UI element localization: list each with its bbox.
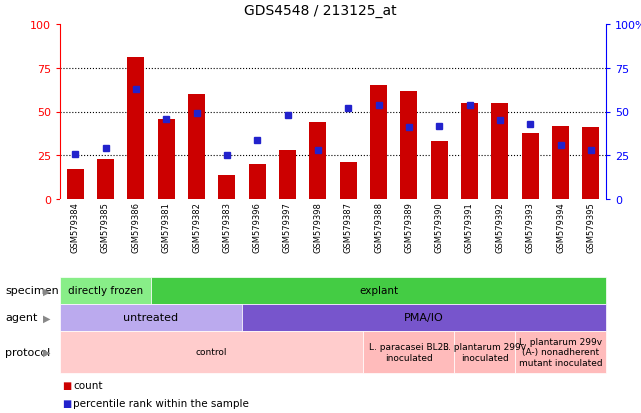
- Text: ▶: ▶: [42, 347, 50, 357]
- Text: explant: explant: [359, 286, 398, 296]
- Bar: [431, 142, 447, 199]
- Bar: [492, 104, 508, 199]
- Text: ▶: ▶: [42, 313, 50, 323]
- Text: GSM579384: GSM579384: [71, 202, 79, 253]
- Text: ■: ■: [62, 380, 71, 390]
- Bar: [67, 170, 83, 199]
- Text: GSM579398: GSM579398: [313, 202, 322, 253]
- Text: GSM579397: GSM579397: [283, 202, 292, 253]
- Text: GSM579392: GSM579392: [495, 202, 504, 252]
- Text: GSM579390: GSM579390: [435, 202, 444, 252]
- Text: GSM579382: GSM579382: [192, 202, 201, 253]
- Text: L. plantarum 299v
inoculated: L. plantarum 299v inoculated: [443, 342, 526, 362]
- Text: ▶: ▶: [42, 286, 50, 296]
- Text: protocol: protocol: [5, 347, 50, 357]
- Bar: [128, 58, 144, 199]
- Text: percentile rank within the sample: percentile rank within the sample: [73, 398, 249, 408]
- Text: specimen: specimen: [5, 286, 59, 296]
- Bar: [97, 159, 114, 199]
- Bar: [158, 119, 174, 199]
- Text: GSM579395: GSM579395: [587, 202, 595, 252]
- Text: L. plantarum 299v
(A-) nonadherent
mutant inoculated: L. plantarum 299v (A-) nonadherent mutan…: [519, 337, 603, 367]
- Text: directly frozen: directly frozen: [68, 286, 143, 296]
- Bar: [522, 133, 538, 199]
- Text: L. paracasei BL23
inoculated: L. paracasei BL23 inoculated: [369, 342, 449, 362]
- Text: GSM579393: GSM579393: [526, 202, 535, 253]
- Bar: [219, 175, 235, 199]
- Bar: [552, 126, 569, 199]
- Bar: [310, 123, 326, 199]
- Bar: [340, 163, 356, 199]
- Bar: [249, 165, 265, 199]
- Text: untreated: untreated: [124, 313, 179, 323]
- Text: agent: agent: [5, 313, 37, 323]
- Text: GDS4548 / 213125_at: GDS4548 / 213125_at: [244, 4, 397, 18]
- Text: GSM579383: GSM579383: [222, 202, 231, 253]
- Text: GSM579385: GSM579385: [101, 202, 110, 253]
- Text: PMA/IO: PMA/IO: [404, 313, 444, 323]
- Bar: [461, 104, 478, 199]
- Bar: [188, 95, 205, 199]
- Text: ■: ■: [62, 398, 71, 408]
- Bar: [279, 151, 296, 199]
- Bar: [370, 86, 387, 199]
- Text: control: control: [196, 348, 228, 357]
- Text: GSM579389: GSM579389: [404, 202, 413, 253]
- Text: count: count: [73, 380, 103, 390]
- Bar: [401, 91, 417, 199]
- Text: GSM579388: GSM579388: [374, 202, 383, 253]
- Text: GSM579387: GSM579387: [344, 202, 353, 253]
- Text: GSM579394: GSM579394: [556, 202, 565, 252]
- Text: GSM579381: GSM579381: [162, 202, 171, 253]
- Bar: [583, 128, 599, 199]
- Text: GSM579391: GSM579391: [465, 202, 474, 252]
- Text: GSM579386: GSM579386: [131, 202, 140, 253]
- Text: GSM579396: GSM579396: [253, 202, 262, 253]
